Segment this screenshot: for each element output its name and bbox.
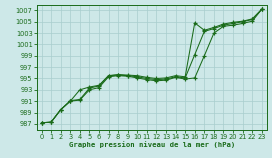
X-axis label: Graphe pression niveau de la mer (hPa): Graphe pression niveau de la mer (hPa) [69, 141, 235, 148]
